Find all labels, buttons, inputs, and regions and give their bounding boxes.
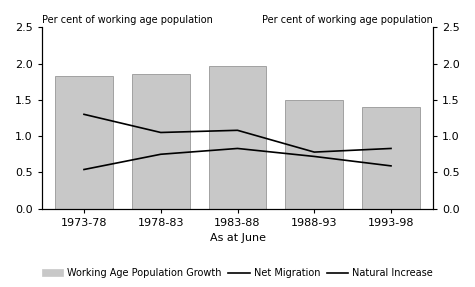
Bar — [209, 66, 266, 209]
Text: Per cent of working age population: Per cent of working age population — [262, 15, 433, 25]
Bar — [362, 107, 420, 209]
X-axis label: As at June: As at June — [209, 233, 266, 243]
Bar — [132, 74, 190, 209]
Legend: Working Age Population Growth, Net Migration, Natural Increase: Working Age Population Growth, Net Migra… — [38, 264, 437, 282]
Text: Per cent of working age population: Per cent of working age population — [42, 15, 213, 25]
Bar — [55, 76, 113, 209]
Bar — [285, 100, 343, 209]
